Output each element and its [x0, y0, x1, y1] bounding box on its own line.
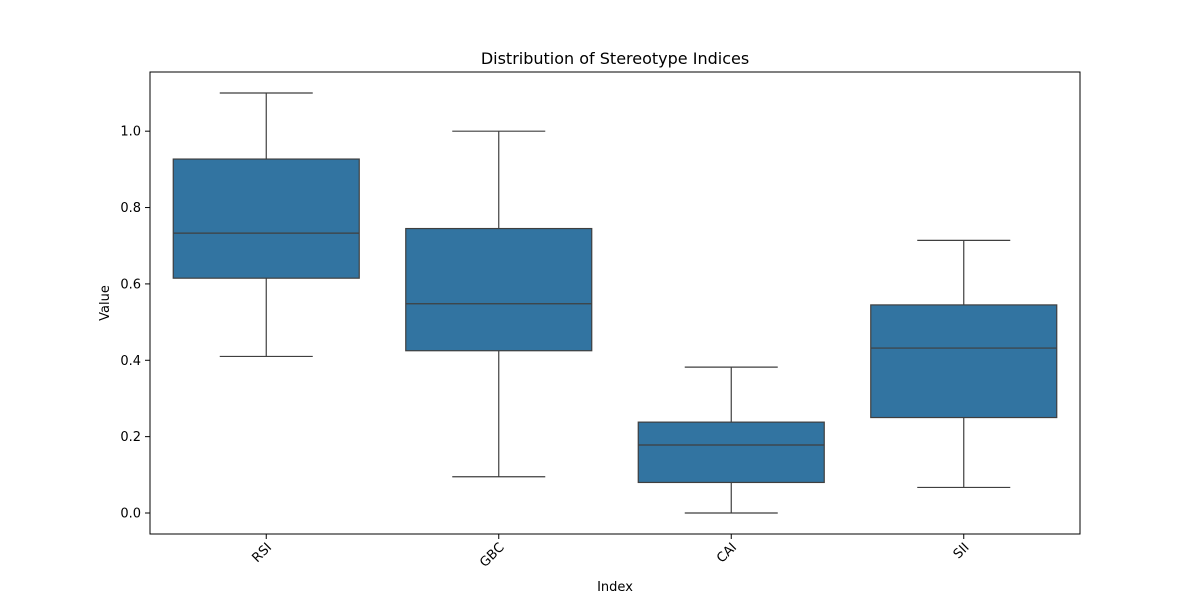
y-tick-label: 0.6	[120, 277, 141, 292]
y-tick-label: 1.0	[120, 125, 141, 140]
chart-title: Distribution of Stereotype Indices	[481, 49, 749, 68]
y-tick-label: 0.4	[120, 354, 141, 369]
plot-frame	[149, 71, 1081, 535]
box-gbc	[405, 227, 593, 352]
y-tick-label: 0.2	[120, 430, 141, 445]
x-tick-label: SII	[951, 540, 973, 562]
plot-area: 0.0 0.2 0.4 0.6 0.8 1.0 RSI GBC CAI SII	[120, 71, 1081, 571]
x-tick-label: CAI	[714, 540, 740, 566]
box-cai	[637, 421, 825, 484]
box-sii	[870, 304, 1058, 419]
x-axis-title: Index	[597, 580, 633, 595]
y-axis-title: Value	[98, 285, 113, 321]
x-tick-label: GBC	[477, 540, 507, 570]
x-tick-label: RSI	[250, 540, 276, 566]
y-tick-label: 0.8	[120, 201, 141, 216]
y-tick-label: 0.0	[120, 507, 141, 522]
box-rsi	[172, 158, 360, 279]
